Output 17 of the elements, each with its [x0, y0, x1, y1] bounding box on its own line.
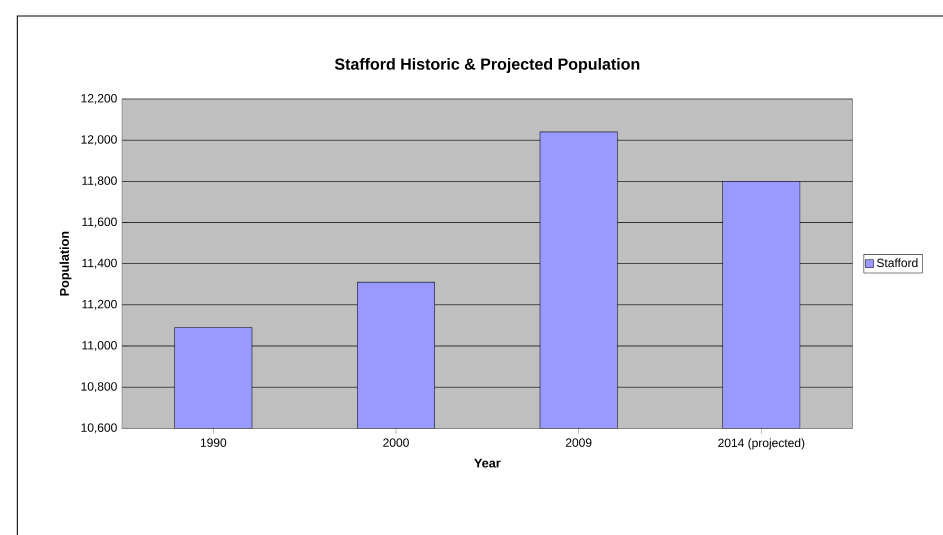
- x-axis-title: Year: [474, 458, 501, 468]
- x-tick-label: 2000: [383, 438, 409, 447]
- legend-label: Stafford: [876, 258, 918, 268]
- y-tick-label: 11,600: [82, 218, 117, 228]
- y-tick-label: 10,600: [82, 423, 117, 434]
- chart-title: Stafford Historic & Projected Population: [334, 58, 640, 73]
- y-tick-label: 12,200: [82, 94, 117, 104]
- y-tick-label: 12,000: [82, 135, 117, 146]
- y-tick-label: 11,400: [82, 258, 117, 269]
- y-axis-title: Population: [60, 232, 72, 296]
- y-tick-label: 11,800: [82, 176, 117, 186]
- y-tick-label: 11,200: [82, 300, 117, 310]
- y-tick-label: 10,800: [82, 382, 117, 392]
- x-tick-label: 2009: [566, 438, 592, 447]
- x-tick-label: 2014 (projected): [718, 438, 804, 450]
- y-tick-label: 11,000: [82, 341, 117, 351]
- x-tick-label: 1990: [200, 438, 226, 447]
